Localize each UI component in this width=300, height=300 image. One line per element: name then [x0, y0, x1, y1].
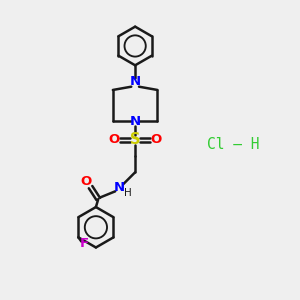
Text: N: N — [130, 75, 141, 88]
Text: O: O — [80, 175, 91, 188]
Text: O: O — [109, 133, 120, 146]
Text: H: H — [124, 188, 132, 198]
Text: Cl – H: Cl – H — [207, 136, 260, 152]
Text: N: N — [114, 181, 125, 194]
Text: O: O — [150, 133, 162, 146]
Text: N: N — [130, 115, 141, 128]
Text: S: S — [130, 132, 140, 147]
Text: F: F — [80, 237, 89, 250]
